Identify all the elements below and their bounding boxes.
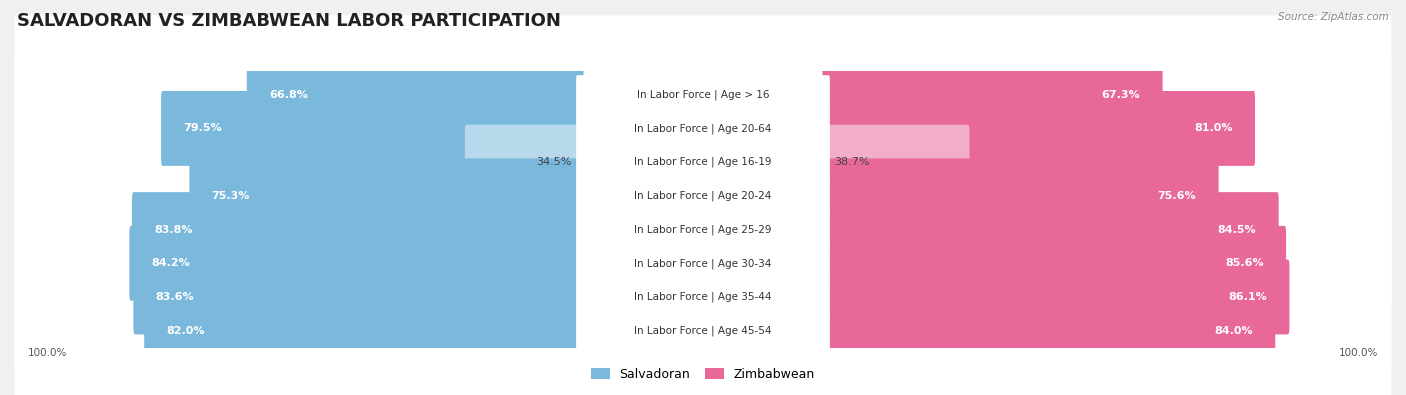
FancyBboxPatch shape (14, 49, 1392, 208)
FancyBboxPatch shape (576, 311, 830, 350)
Text: 75.6%: 75.6% (1157, 191, 1197, 201)
FancyBboxPatch shape (14, 184, 1392, 342)
Text: 83.6%: 83.6% (156, 292, 194, 302)
Text: Source: ZipAtlas.com: Source: ZipAtlas.com (1278, 12, 1389, 22)
Text: In Labor Force | Age 16-19: In Labor Force | Age 16-19 (634, 157, 772, 167)
FancyBboxPatch shape (134, 260, 583, 335)
FancyBboxPatch shape (823, 260, 1289, 335)
Text: In Labor Force | Age 30-34: In Labor Force | Age 30-34 (634, 258, 772, 269)
FancyBboxPatch shape (576, 277, 830, 316)
FancyBboxPatch shape (823, 192, 1278, 267)
FancyBboxPatch shape (576, 176, 830, 215)
FancyBboxPatch shape (162, 91, 583, 166)
FancyBboxPatch shape (576, 244, 830, 283)
Text: 84.5%: 84.5% (1218, 225, 1257, 235)
FancyBboxPatch shape (576, 109, 830, 148)
FancyBboxPatch shape (14, 150, 1392, 309)
FancyBboxPatch shape (14, 15, 1392, 174)
FancyBboxPatch shape (823, 226, 1286, 301)
Text: In Labor Force | Age 35-44: In Labor Force | Age 35-44 (634, 292, 772, 302)
FancyBboxPatch shape (823, 91, 1256, 166)
Text: 82.0%: 82.0% (166, 326, 205, 336)
FancyBboxPatch shape (576, 210, 830, 249)
Text: SALVADORAN VS ZIMBABWEAN LABOR PARTICIPATION: SALVADORAN VS ZIMBABWEAN LABOR PARTICIPA… (17, 12, 561, 30)
Text: 100.0%: 100.0% (28, 348, 67, 357)
FancyBboxPatch shape (14, 83, 1392, 241)
FancyBboxPatch shape (823, 293, 1275, 368)
Text: 84.0%: 84.0% (1215, 326, 1253, 336)
Text: In Labor Force | Age > 16: In Labor Force | Age > 16 (637, 89, 769, 100)
FancyBboxPatch shape (129, 226, 583, 301)
Text: 75.3%: 75.3% (212, 191, 250, 201)
Text: 38.7%: 38.7% (835, 157, 870, 167)
Text: In Labor Force | Age 25-29: In Labor Force | Age 25-29 (634, 224, 772, 235)
Text: 81.0%: 81.0% (1194, 123, 1233, 134)
FancyBboxPatch shape (132, 192, 583, 267)
FancyBboxPatch shape (145, 293, 583, 368)
Legend: Salvadoran, Zimbabwean: Salvadoran, Zimbabwean (586, 363, 820, 386)
FancyBboxPatch shape (823, 57, 1163, 132)
FancyBboxPatch shape (247, 57, 583, 132)
Text: In Labor Force | Age 45-54: In Labor Force | Age 45-54 (634, 325, 772, 336)
Text: 83.8%: 83.8% (155, 225, 193, 235)
Text: 34.5%: 34.5% (536, 157, 571, 167)
FancyBboxPatch shape (14, 218, 1392, 376)
FancyBboxPatch shape (576, 143, 830, 182)
FancyBboxPatch shape (14, 252, 1392, 395)
Text: 67.3%: 67.3% (1102, 90, 1140, 100)
Text: 85.6%: 85.6% (1225, 258, 1264, 268)
Text: In Labor Force | Age 20-64: In Labor Force | Age 20-64 (634, 123, 772, 134)
Text: 100.0%: 100.0% (1339, 348, 1378, 357)
FancyBboxPatch shape (14, 117, 1392, 275)
FancyBboxPatch shape (190, 158, 583, 233)
FancyBboxPatch shape (823, 158, 1219, 233)
Text: 66.8%: 66.8% (269, 90, 308, 100)
FancyBboxPatch shape (465, 125, 583, 199)
Text: 86.1%: 86.1% (1229, 292, 1267, 302)
Text: 79.5%: 79.5% (183, 123, 222, 134)
Text: In Labor Force | Age 20-24: In Labor Force | Age 20-24 (634, 191, 772, 201)
Text: 84.2%: 84.2% (152, 258, 190, 268)
FancyBboxPatch shape (576, 75, 830, 114)
FancyBboxPatch shape (823, 125, 970, 199)
